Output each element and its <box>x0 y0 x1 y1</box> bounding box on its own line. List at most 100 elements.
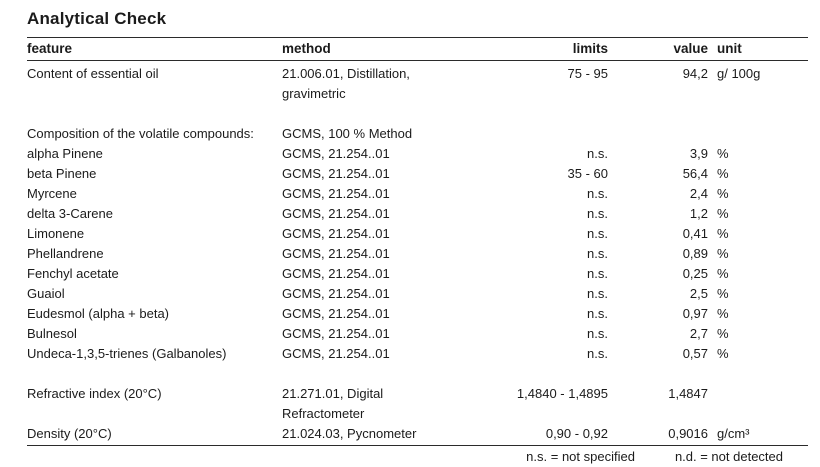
cell-limits: 35 - 60 <box>567 166 608 181</box>
cell-method: 21.006.01, Distillation, gravimetric <box>282 66 410 101</box>
page-title: Analytical Check <box>27 9 167 28</box>
cell-method: GCMS, 21.254..01 <box>282 206 390 221</box>
cell-value: 2,5 <box>689 286 708 301</box>
cell-unit: % <box>717 266 729 281</box>
cell-limits: n.s. <box>587 186 608 201</box>
cell-method: GCMS, 21.254..01 <box>282 306 390 321</box>
analytical-table: feature method limits value unit Content… <box>27 37 808 446</box>
table-row: Density (20°C) 21.024.03, Pycnometer 0,90 … <box>27 424 808 446</box>
table-row: Content of essential oil 21.006.01, Disti… <box>27 61 808 105</box>
cell-unit: % <box>717 206 729 221</box>
cell-value: 0,9016 <box>668 426 708 441</box>
cell-unit: % <box>717 306 729 321</box>
cell-method: GCMS, 21.254..01 <box>282 146 390 161</box>
table-row: Phellandrene GCMS, 21.254..01 n.s. 0,89% <box>27 244 808 264</box>
cell-feature: Bulnesol <box>27 326 77 341</box>
cell-value: 0,89 <box>682 246 708 261</box>
cell-value: 94,2 <box>682 66 708 81</box>
cell-method: GCMS, 100 % Method <box>282 126 413 141</box>
cell-unit <box>708 384 808 424</box>
cell-limits: n.s. <box>587 246 608 261</box>
cell-method: GCMS, 21.254..01 <box>282 246 390 261</box>
legend: n.s. = not specified n.d. = not detected <box>27 446 808 464</box>
spacer-row <box>27 364 808 384</box>
cell-value: 3,9 <box>689 146 708 161</box>
cell-limits: n.s. <box>587 326 608 341</box>
cell-method: GCMS, 21.254..01 <box>282 266 390 281</box>
cell-method: 21.271.01, Digital Refractometer <box>282 386 384 421</box>
legend-not-detected: n.d. = not detected <box>674 449 783 464</box>
cell-value: 2,4 <box>689 186 708 201</box>
cell-unit: % <box>717 246 729 261</box>
cell-method: GCMS, 21.254..01 <box>282 326 390 341</box>
cell-feature: beta Pinene <box>27 166 97 181</box>
cell-value: 1,4847 <box>668 386 708 401</box>
cell-feature: alpha Pinene <box>27 146 103 161</box>
column-header-method: method <box>282 37 510 61</box>
cell-feature: delta 3-Carene <box>27 206 113 221</box>
spacer-row <box>27 104 808 124</box>
cell-limits: n.s. <box>587 146 608 161</box>
cell-feature: Content of essential oil <box>27 66 159 81</box>
cell-limits: n.s. <box>587 266 608 281</box>
cell-unit: % <box>717 226 729 241</box>
cell-value: 1,2 <box>689 206 708 221</box>
cell-unit: % <box>717 186 729 201</box>
cell-feature: Myrcene <box>27 186 77 201</box>
cell-unit: g/cm³ <box>717 426 750 441</box>
table-row: Myrcene GCMS, 21.254..01 n.s. 2,4% <box>27 184 808 204</box>
table-row: delta 3-Carene GCMS, 21.254..01 n.s. 1,2% <box>27 204 808 224</box>
cell-value: 0,97 <box>682 306 708 321</box>
cell-unit: g/ 100g <box>717 66 761 81</box>
cell-feature: Undeca-1,3,5-trienes (Galbanoles) <box>27 346 227 361</box>
table-header-row: feature method limits value unit <box>27 37 808 61</box>
cell-unit: % <box>717 346 729 361</box>
table-row: Undeca-1,3,5-trienes (Galbanoles) GCMS, 2… <box>27 344 808 364</box>
cell-limits: 0,90 - 0,92 <box>545 426 608 441</box>
cell-feature: Eudesmol (alpha + beta) <box>27 306 170 321</box>
table-row: alpha Pinene GCMS, 21.254..01 n.s. 3,9% <box>27 144 808 164</box>
cell-feature: Limonene <box>27 226 85 241</box>
cell-limits: n.s. <box>587 346 608 361</box>
cell-feature: Composition of the volatile compounds: <box>27 126 254 141</box>
cell-value: 0,41 <box>682 226 708 241</box>
cell-unit: % <box>717 326 729 341</box>
cell-feature: Guaiol <box>27 286 65 301</box>
cell-limits: n.s. <box>587 306 608 321</box>
cell-unit: % <box>717 146 729 161</box>
table-row: Refractive index (20°C) 21.271.01, Digita… <box>27 384 808 424</box>
cell-value <box>608 124 708 144</box>
cell-limits: 75 - 95 <box>567 66 608 81</box>
table-row: Limonene GCMS, 21.254..01 n.s. 0,41% <box>27 224 808 244</box>
cell-method: GCMS, 21.254..01 <box>282 286 390 301</box>
cell-value: 0,57 <box>682 346 708 361</box>
table-row: Guaiol GCMS, 21.254..01 n.s. 2,5% <box>27 284 808 304</box>
column-header-unit: unit <box>708 37 808 61</box>
cell-method: GCMS, 21.254..01 <box>282 186 390 201</box>
table-body: Content of essential oil 21.006.01, Disti… <box>27 61 808 446</box>
legend-not-specified: n.s. = not specified <box>526 449 635 464</box>
cell-unit: % <box>717 166 729 181</box>
cell-limits: n.s. <box>587 286 608 301</box>
cell-feature: Density (20°C) <box>27 426 112 441</box>
cell-feature: Phellandrene <box>27 246 104 261</box>
cell-limits <box>510 124 608 144</box>
spacer-cell <box>27 104 808 124</box>
cell-unit <box>708 124 808 144</box>
column-header-feature: feature <box>27 37 282 61</box>
cell-method: GCMS, 21.254..01 <box>282 346 390 361</box>
cell-value: 56,4 <box>682 166 708 181</box>
column-header-limits: limits <box>510 37 608 61</box>
cell-limits: n.s. <box>587 226 608 241</box>
table-row: Bulnesol GCMS, 21.254..01 n.s. 2,7% <box>27 324 808 344</box>
cell-method: GCMS, 21.254..01 <box>282 166 390 181</box>
column-header-value: value <box>608 37 708 61</box>
cell-feature: Fenchyl acetate <box>27 266 119 281</box>
cell-value: 0,25 <box>682 266 708 281</box>
table-row: Fenchyl acetate GCMS, 21.254..01 n.s. 0,25% <box>27 264 808 284</box>
cell-value: 2,7 <box>689 326 708 341</box>
table-row: Composition of the volatile compounds: GC… <box>27 124 808 144</box>
cell-method: GCMS, 21.254..01 <box>282 226 390 241</box>
cell-limits: 1,4840 - 1,4895 <box>516 386 608 401</box>
